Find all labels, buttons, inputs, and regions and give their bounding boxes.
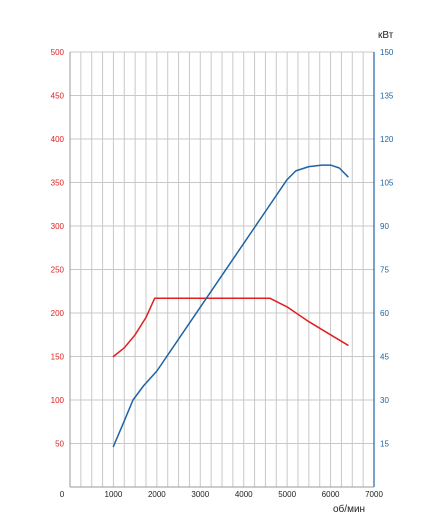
x-tick-label: 0 (60, 490, 65, 499)
x-tick-label: 2000 (148, 490, 166, 499)
power-series-line (112, 164, 349, 448)
right-tick-label: 15 (380, 440, 389, 449)
left-tick-label: 100 (51, 396, 65, 405)
right-tick-label: 150 (380, 48, 394, 57)
chart-grid (69, 51, 375, 487)
right-tick-label: 135 (380, 92, 394, 101)
left-tick-label: 350 (51, 179, 65, 188)
chart-axes (69, 52, 375, 488)
left-tick-label: 400 (51, 135, 65, 144)
left-tick-label: 300 (51, 222, 65, 231)
x-axis-unit-label: об/мин (333, 503, 365, 515)
chart-tick-labels: 50 100 150 200 250 300 350 400 450 500 15 30 45 60 75 9… (51, 48, 394, 499)
right-axis-unit-label: кВт (378, 30, 394, 41)
right-tick-label: 60 (380, 309, 389, 318)
left-tick-label: 50 (55, 440, 64, 449)
left-tick-label: 500 (51, 48, 65, 57)
x-tick-label: 1000 (105, 490, 123, 499)
x-tick-label: 5000 (278, 490, 296, 499)
x-tick-label: 6000 (322, 490, 340, 499)
right-tick-label: 90 (380, 222, 389, 231)
left-tick-label: 150 (51, 353, 65, 362)
torque-series-line (112, 297, 349, 358)
x-tick-label: 7000 (365, 490, 383, 499)
x-tick-label: 3000 (191, 490, 209, 499)
right-tick-label: 30 (380, 396, 389, 405)
chart-series (112, 164, 349, 448)
x-tick-label: 4000 (235, 490, 253, 499)
right-tick-label: 105 (380, 179, 394, 188)
left-tick-label: 250 (51, 266, 65, 275)
right-tick-label: 45 (380, 353, 389, 362)
left-tick-label: 200 (51, 309, 65, 318)
left-tick-label: 450 (51, 92, 65, 101)
right-tick-label: 75 (380, 266, 389, 275)
right-tick-label: 120 (380, 135, 394, 144)
